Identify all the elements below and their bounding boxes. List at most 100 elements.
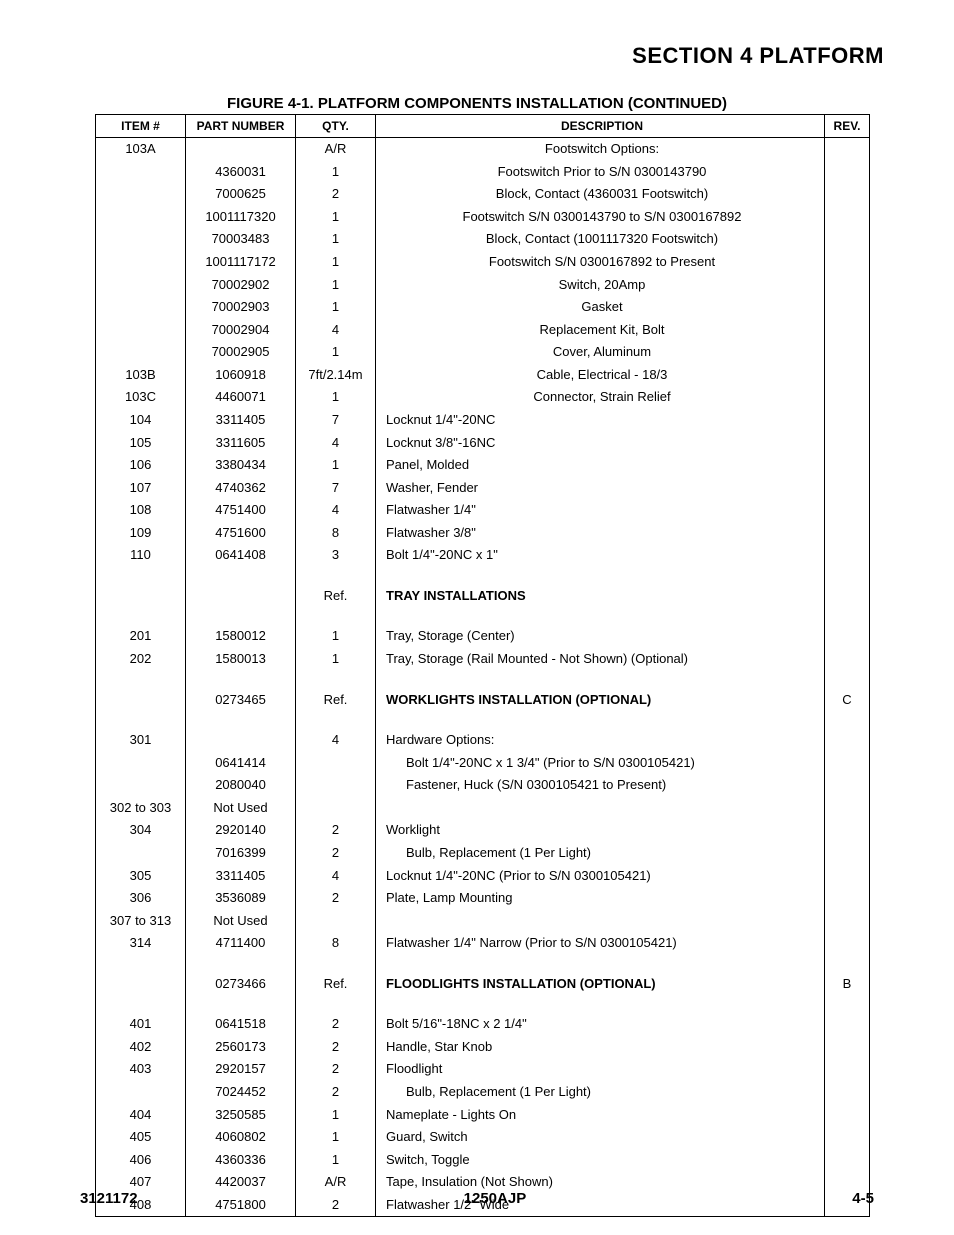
cell-desc: Handle, Star Knob [376, 1036, 825, 1059]
table-header-row: ITEM # PART NUMBER QTY. DESCRIPTION REV. [96, 115, 870, 138]
table-row [96, 711, 870, 729]
cell-rev [825, 386, 870, 409]
cell-part: 3311605 [186, 431, 296, 454]
cell-part: 70002903 [186, 296, 296, 319]
cell-rev [825, 752, 870, 775]
cell-desc: Footswitch Prior to S/N 0300143790 [376, 161, 825, 184]
cell-desc: Cover, Aluminum [376, 341, 825, 364]
cell-qty: 1 [296, 1126, 376, 1149]
cell-part: 4751600 [186, 522, 296, 545]
cell-part: 3380434 [186, 454, 296, 477]
cell-desc: Panel, Molded [376, 454, 825, 477]
cell-item: 402 [96, 1036, 186, 1059]
cell-part: 4740362 [186, 476, 296, 499]
table-row: 40432505851Nameplate - Lights On [96, 1103, 870, 1126]
cell-rev [825, 648, 870, 671]
cell-rev [825, 1103, 870, 1126]
cell-rev [825, 454, 870, 477]
cell-desc: Replacement Kit, Bolt [376, 319, 825, 342]
cell-qty [296, 909, 376, 932]
cell-item: 401 [96, 1013, 186, 1036]
cell-rev [825, 364, 870, 387]
cell-qty: 2 [296, 1013, 376, 1036]
cell-desc: Tray, Storage (Rail Mounted - Not Shown)… [376, 648, 825, 671]
cell-part: 4060802 [186, 1126, 296, 1149]
cell-part: 70002905 [186, 341, 296, 364]
cell-rev [825, 409, 870, 432]
cell-part: 2560173 [186, 1036, 296, 1059]
table-row: 0273466Ref.FLOODLIGHTS INSTALLATION (OPT… [96, 973, 870, 996]
cell-item [96, 973, 186, 996]
cell-part: 3311405 [186, 864, 296, 887]
cell-item: 306 [96, 887, 186, 910]
cell-desc: Cable, Electrical - 18/3 [376, 364, 825, 387]
cell-part: 4360336 [186, 1149, 296, 1172]
header-band: SECTION 4 PLATFORM [450, 36, 914, 76]
cell-rev [825, 431, 870, 454]
cell-item [96, 228, 186, 251]
table-row: 10433114057Locknut 1/4"-20NC [96, 409, 870, 432]
cell-desc: Locknut 1/4"-20NC (Prior to S/N 03001054… [376, 864, 825, 887]
cell-rev [825, 774, 870, 797]
cell-part [186, 729, 296, 752]
cell-rev [825, 1058, 870, 1081]
cell-rev [825, 1081, 870, 1104]
table-row: 10633804341Panel, Molded [96, 454, 870, 477]
cell-item: 307 to 313 [96, 909, 186, 932]
table-row: 20115800121Tray, Storage (Center) [96, 625, 870, 648]
cell-rev [825, 228, 870, 251]
cell-qty: 1 [296, 251, 376, 274]
cell-desc [376, 909, 825, 932]
cell-rev: C [825, 688, 870, 711]
cell-part: 0641518 [186, 1013, 296, 1036]
cell-desc: Switch, Toggle [376, 1149, 825, 1172]
footer-center: 1250AJP [464, 1190, 527, 1207]
cell-qty: 2 [296, 183, 376, 206]
cell-desc: Bulb, Replacement (1 Per Light) [376, 842, 825, 865]
cell-qty: 2 [296, 1081, 376, 1104]
cell-item [96, 296, 186, 319]
cell-item: 202 [96, 648, 186, 671]
table-row: 30533114054Locknut 1/4"-20NC (Prior to S… [96, 864, 870, 887]
cell-desc: FLOODLIGHTS INSTALLATION (OPTIONAL) [376, 973, 825, 996]
cell-part: 2920140 [186, 819, 296, 842]
cell-desc: Locknut 3/8"-16NC [376, 431, 825, 454]
cell-item [96, 752, 186, 775]
table-row: 10011173201Footswitch S/N 0300143790 to … [96, 206, 870, 229]
cell-rev [825, 138, 870, 161]
table-row: 70006252Block, Contact (4360031 Footswit… [96, 183, 870, 206]
cell-rev [825, 161, 870, 184]
section-title: SECTION 4 PLATFORM [632, 43, 884, 69]
cell-item: 405 [96, 1126, 186, 1149]
cell-item: 103C [96, 386, 186, 409]
cell-item [96, 251, 186, 274]
cell-rev [825, 1036, 870, 1059]
cell-desc: Worklight [376, 819, 825, 842]
cell-rev [825, 585, 870, 608]
cell-desc: Bolt 1/4"-20NC x 1" [376, 544, 825, 567]
cell-qty: 2 [296, 887, 376, 910]
col-header-rev: REV. [825, 115, 870, 138]
cell-rev [825, 909, 870, 932]
cell-item [96, 273, 186, 296]
cell-item: 105 [96, 431, 186, 454]
table-row: 30635360892Plate, Lamp Mounting [96, 887, 870, 910]
cell-qty [296, 752, 376, 775]
table-row: 2080040Fastener, Huck (S/N 0300105421 to… [96, 774, 870, 797]
cell-part: 1001117320 [186, 206, 296, 229]
cell-rev [825, 819, 870, 842]
cell-desc: Nameplate - Lights On [376, 1103, 825, 1126]
cell-part: 3250585 [186, 1103, 296, 1126]
table-row: 10533116054Locknut 3/8"-16NC [96, 431, 870, 454]
cell-qty: 4 [296, 864, 376, 887]
cell-desc: Connector, Strain Relief [376, 386, 825, 409]
cell-part: 1060918 [186, 364, 296, 387]
table-row: 70163992Bulb, Replacement (1 Per Light) [96, 842, 870, 865]
table-row: 11006414083Bolt 1/4"-20NC x 1" [96, 544, 870, 567]
table-row: 103C44600711Connector, Strain Relief [96, 386, 870, 409]
cell-part: 2920157 [186, 1058, 296, 1081]
cell-desc [376, 797, 825, 820]
table-row [96, 955, 870, 973]
cell-qty: 2 [296, 1036, 376, 1059]
cell-item: 110 [96, 544, 186, 567]
